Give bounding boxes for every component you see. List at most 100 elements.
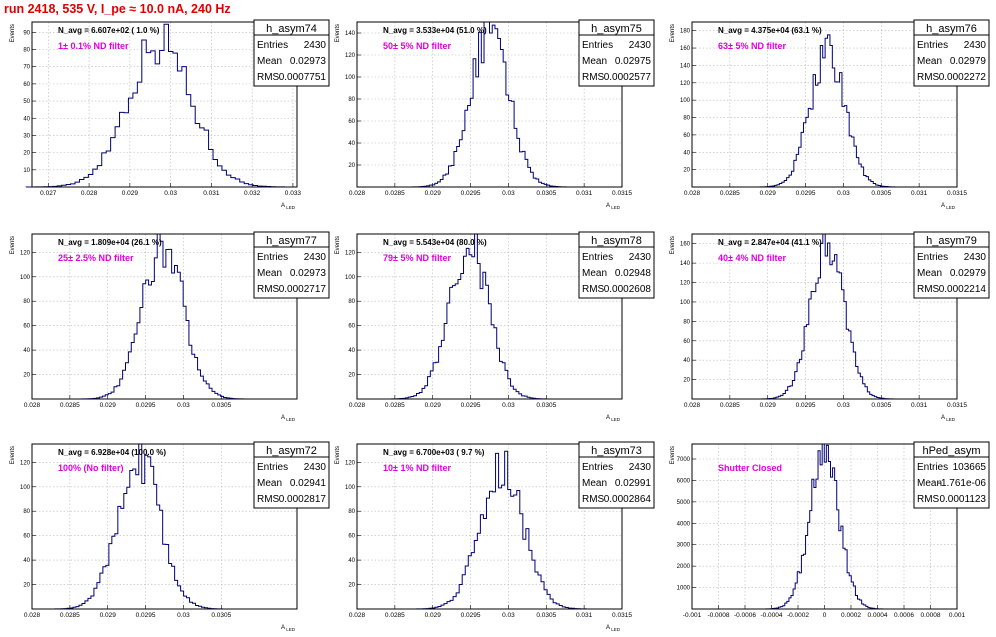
run-title: run 2418, 535 V, I_pe ≈ 10.0 nA, 240 Hz [4,2,231,16]
x-tick-label: 0.031 [203,190,220,197]
filter-label: Shutter Closed [718,463,782,473]
x-tick-label: 0.03 [164,190,177,197]
filter-label: 100% (No filter) [58,463,124,473]
y-tick-label: 20 [23,583,30,589]
stat-value: 2430 [629,252,652,263]
x-axis-title: A LED [606,203,621,210]
stat-label: Mean [257,56,282,67]
histogram-name: h_asym74 [266,23,317,35]
stat-value: 2430 [964,252,987,263]
x-tick-label: 0.0305 [871,402,891,409]
filter-label: 25± 2.5% ND filter [58,253,134,263]
y-tick-label: 120 [345,53,356,59]
y-tick-label: 60 [23,82,30,88]
y-tick-label: 80 [348,97,355,103]
x-tick-label: -0.0002 [787,612,809,619]
y-tick-label: 120 [345,460,356,466]
filter-label: 1± 0.1% ND filter [58,41,129,51]
y-tick-label: 30 [23,133,30,139]
y-tick-label: 6000 [677,478,691,484]
y-tick-label: 20 [683,168,690,174]
plot-frame [356,233,623,400]
y-tick-label: 60 [348,324,355,330]
y-axis-title: Events [10,24,16,42]
y-tick-label: 120 [20,460,31,466]
x-tick-label: 0.028 [684,402,701,409]
x-tick-label: 0.03 [837,402,850,409]
x-tick-label: 0.029 [122,190,139,197]
x-tick-label: 0.028 [81,190,98,197]
x-tick-label: 0.03 [502,612,515,619]
y-tick-label: 80 [683,319,690,325]
x-tick-label: 0.029 [100,612,117,619]
stats-box-frame [253,441,330,509]
y-tick-label: 100 [20,275,31,281]
stat-value: 0.0007751 [279,72,327,83]
y-tick-label: 60 [348,119,355,125]
y-tick-label: 3000 [677,543,691,549]
y-tick-label: 60 [683,133,690,139]
x-tick-label: 0.0295 [136,402,156,409]
x-tick-label: 0.03 [502,190,515,197]
histogram-line-hPed_asym [761,443,888,610]
x-axis-title: A LED [281,625,296,632]
y-axis-title: Events [670,24,676,42]
y-tick-label: 120 [680,81,691,87]
stat-value: 0.02991 [615,478,652,489]
y-tick-label: 60 [348,534,355,540]
histogram-line-h_asym75 [406,21,573,188]
navg-label: N_avg = 1.809e+04 (26.1 %) [58,238,162,247]
y-axis-title: Events [670,236,676,254]
y-tick-label: 120 [345,250,356,256]
stat-value: 0.02975 [615,56,652,67]
stat-label: Mean [582,268,607,279]
y-tick-label: 40 [683,358,690,364]
stat-value: 0.0002608 [604,284,652,295]
x-tick-label: 0.0004 [868,612,888,619]
histogram-line-h_asym73 [410,450,594,610]
y-tick-label: 80 [23,48,30,54]
stat-label: RMS [257,72,280,83]
x-tick-label: 0.0315 [612,612,632,619]
x-tick-label: 0.001 [949,612,966,619]
y-tick-label: 160 [680,46,691,52]
x-tick-label: -0.0008 [707,612,729,619]
histogram-line-h_asym79 [756,233,899,400]
x-tick-label: -0.0004 [760,612,782,619]
x-tick-label: 0.03 [837,190,850,197]
histogram-panel-h_asym77: 0.028 0.0285 0.029 0.0295 0.03 0.0305 20 40 60 80… [10,231,330,422]
y-tick-label: 60 [23,324,30,330]
histogram-name: h_asym72 [266,445,317,457]
y-tick-label: 1000 [677,586,691,592]
x-tick-label: -0.001 [683,612,702,619]
y-tick-label: 100 [345,75,356,81]
y-tick-label: 20 [348,373,355,379]
stat-label: Mean [917,478,942,489]
stats-box-frame [578,19,655,87]
stat-value: 0.0002272 [939,72,987,83]
x-tick-label: 0.0285 [720,190,740,197]
y-tick-label: 40 [348,558,355,564]
filter-label: 40± 4% ND filter [718,253,786,263]
y-tick-label: 40 [683,150,690,156]
histogram-name: h_asym79 [926,235,977,247]
x-tick-label: 0.031 [576,612,593,619]
y-tick-label: 20 [23,151,30,157]
y-tick-label: 100 [345,485,356,491]
y-axis-title: Events [10,446,16,464]
x-tick-label: 0.03 [177,612,190,619]
histogram-panel-h_asym74: 0.027 0.028 0.029 0.03 0.031 0.032 0.033 10 20 30… [10,19,330,210]
histogram-line-h_asym74 [25,23,294,188]
x-axis-title: A LED [281,415,296,422]
histogram-panel-h_asym79: 0.028 0.0285 0.029 0.0295 0.03 0.0305 0.031 0.0… [670,231,990,422]
histogram-panel-h_asym72: 0.028 0.0285 0.029 0.0295 0.03 0.0305 20 40 60 80… [10,441,330,632]
y-tick-label: 7000 [677,457,691,463]
y-tick-label: 80 [348,509,355,515]
y-tick-label: 4000 [677,521,691,527]
stats-box-frame [913,19,990,87]
plot-frame [691,443,958,610]
stat-label: RMS [582,72,605,83]
stats-box-frame [913,231,990,299]
x-tick-label: 0.028 [349,612,366,619]
y-tick-label: 20 [348,163,355,169]
